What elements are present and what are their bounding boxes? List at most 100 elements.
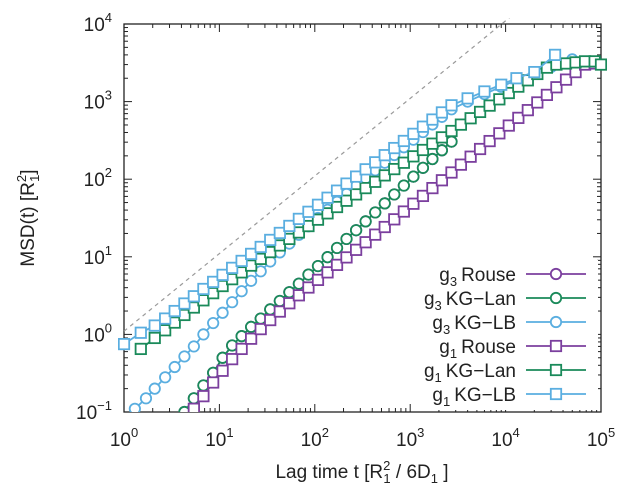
y-tick-label-base: 10 [84, 325, 105, 346]
series-g1-kglan [134, 55, 607, 356]
legend-entry: g1 KG−LB [432, 385, 586, 409]
legend-group-sub: 1 [443, 394, 450, 409]
data-point [245, 332, 258, 345]
legend-group: g [424, 289, 435, 310]
data-point [302, 205, 315, 218]
plot-frame [123, 23, 602, 413]
data-point [283, 219, 296, 233]
data-point [321, 191, 334, 204]
x-axis-title-sup: 2 [383, 458, 390, 473]
data-point [407, 197, 420, 210]
data-point [178, 297, 191, 310]
data-point [254, 323, 267, 336]
data-point [264, 313, 277, 327]
data-point [454, 158, 468, 171]
legend-label: g1 Rouse [439, 337, 516, 361]
x-tick-label: 100 [110, 425, 138, 451]
legend-entry: g1 KG−Lan [424, 361, 586, 385]
data-point [495, 78, 508, 91]
legend-group-sub: 3 [450, 274, 457, 289]
legend-entry: g1 Rouse [439, 337, 586, 361]
legend-marker [549, 387, 563, 401]
data-point [340, 251, 353, 264]
legend-marker [549, 267, 563, 281]
y-tick-label-exponent: 0 [105, 320, 112, 335]
legend-entry: g3 Rouse [439, 265, 586, 289]
data-point [134, 342, 147, 356]
reference-line-group [123, 18, 510, 332]
x-tick-label-base: 10 [205, 430, 226, 451]
data-point [521, 104, 534, 117]
data-point [378, 149, 391, 162]
x-tick-label-exponent: 3 [417, 425, 424, 440]
data-point [330, 241, 344, 255]
data-point [245, 274, 258, 287]
data-point [464, 112, 477, 125]
series-g1-rouse [187, 57, 601, 412]
data-point [445, 99, 458, 112]
series-layer [118, 48, 607, 412]
legend-background [412, 260, 598, 410]
x-tick-label-exponent: 2 [322, 425, 329, 440]
legend-entry: g3 KG−Lan [424, 289, 586, 313]
data-point [493, 127, 506, 140]
x-tick-label-exponent: 0 [131, 425, 138, 440]
y-tick-label-base: 10 [84, 170, 105, 191]
data-point [378, 197, 391, 210]
x-tick-label-base: 10 [301, 430, 322, 451]
y-tick-label: 104 [84, 10, 112, 36]
y-tick-label-base: 10 [76, 403, 97, 424]
data-point [502, 86, 515, 100]
legend-group-sub: 3 [435, 298, 442, 313]
legend-group: g [424, 361, 435, 382]
reference-line [123, 18, 510, 332]
y-tick-label: 102 [84, 165, 112, 191]
legend-group: g [432, 385, 443, 406]
data-point [397, 179, 410, 192]
data-point [350, 243, 363, 256]
x-axis-title: Lag time t [R2 1 / 6D1 ] [275, 458, 448, 486]
x-tick-label: 103 [396, 425, 424, 451]
data-point [388, 162, 401, 176]
data-point [235, 285, 248, 298]
y-tick-label-base: 10 [84, 248, 105, 269]
data-point [388, 141, 401, 155]
data-point [369, 175, 382, 188]
data-point [416, 189, 430, 203]
data-point [350, 170, 363, 183]
data-point [350, 224, 363, 237]
x-axis-title-post: ] [438, 462, 449, 483]
y-axis-title-sub: 1 [27, 175, 42, 182]
data-point [245, 247, 258, 260]
legend-label: g3 KG−LB [432, 313, 516, 337]
legend-group: g [432, 313, 443, 334]
data-point [454, 118, 468, 131]
y-axis-title-sup: 2 [14, 175, 29, 182]
x-tick-label-base: 10 [110, 430, 131, 451]
data-point [340, 232, 353, 246]
data-point [388, 188, 401, 201]
y-tick-label: 103 [84, 88, 112, 114]
x-tick-label-exponent: 1 [226, 425, 233, 440]
data-point [134, 326, 147, 339]
legend-group: g [439, 265, 450, 286]
series-g1-kglb [118, 48, 562, 351]
legend-marker [549, 291, 563, 305]
legend-group-sub: 3 [443, 322, 450, 337]
data-point [378, 220, 391, 234]
data-point [168, 304, 181, 318]
data-point [416, 143, 430, 157]
data-point [483, 99, 496, 112]
data-point [435, 106, 449, 119]
x-axis-title-pre: Lag time t [R [275, 462, 383, 483]
data-point [302, 219, 315, 233]
data-point [528, 65, 541, 79]
data-point [540, 88, 554, 101]
data-point [207, 376, 220, 389]
data-point [512, 111, 525, 124]
data-point [461, 92, 474, 105]
data-point [407, 150, 420, 163]
legend-name: KG−LB [454, 385, 516, 406]
data-point [416, 120, 430, 133]
data-point [426, 181, 439, 195]
